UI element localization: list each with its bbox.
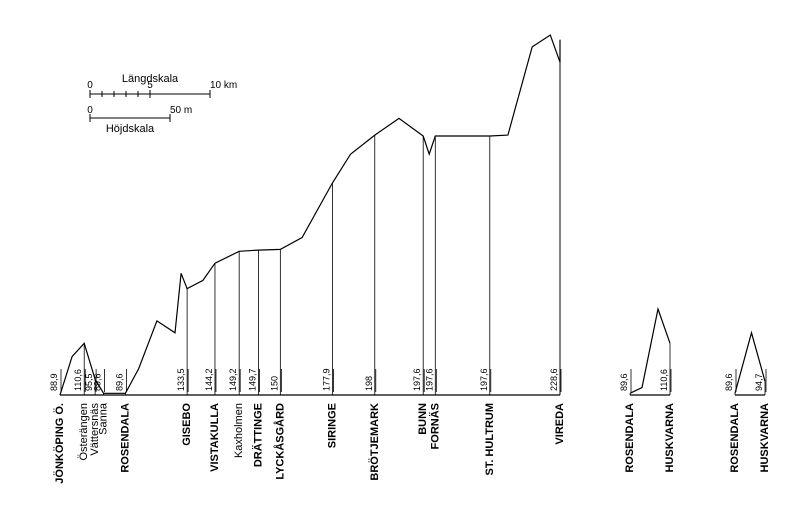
profile1-line [60, 35, 560, 395]
height-scale-tick-label: 0 [87, 105, 93, 116]
station-name: Sanna [98, 402, 110, 435]
station-value: 149,7 [248, 368, 258, 391]
station-value: 149,2 [228, 368, 238, 391]
station-value: 88,9 [49, 373, 59, 391]
station-value: 177,9 [321, 368, 331, 391]
station-value: 133,5 [176, 368, 186, 391]
station-name: ROSENDALA [729, 403, 741, 473]
station-name: VISTAKULLA [209, 403, 221, 472]
station-value: 110,6 [659, 369, 669, 391]
station-value: 197,6 [412, 368, 422, 391]
station-name: DRÄTTINGE [252, 403, 265, 467]
station-value: 144,2 [204, 368, 214, 391]
station-name: ROSENDALA [119, 403, 131, 473]
length-scale-tick-label: 10 km [210, 80, 237, 91]
station-name: BUNN [417, 403, 429, 435]
station-value: 89,6 [93, 373, 103, 391]
station-value: 228,6 [549, 368, 559, 391]
station-name: Kaxholmen [233, 403, 245, 458]
length-scale-tick-label: 5 [147, 80, 153, 91]
station-value: 110,6 [73, 369, 83, 391]
station-name: ROSENDALA [624, 403, 636, 473]
station-value: 150 [269, 376, 279, 391]
station-name: BRÖTJEMARK [368, 403, 381, 481]
station-value: 198 [364, 376, 374, 391]
station-value: 89,6 [114, 373, 124, 391]
station-value: 89,6 [724, 373, 734, 391]
height-scale-tick-label: 50 m [170, 105, 192, 116]
length-scale-tick-label: 0 [87, 80, 93, 91]
station-name: VIREDA [554, 403, 566, 445]
station-value: 94,7 [754, 373, 764, 391]
station-name: FORNÄS [428, 403, 441, 449]
station-name: SIRINGE [326, 403, 338, 448]
station-value: 197,6 [424, 368, 434, 391]
station-value: 197,6 [479, 368, 489, 391]
station-name: ST. HULTRUM [484, 403, 496, 476]
station-name: HUSKVARNA [759, 403, 771, 473]
station-name: JÖNKÖPING Ö. [53, 403, 66, 484]
station-name: HUSKVARNA [664, 403, 676, 473]
height-scale-title: Höjdskala [106, 123, 155, 135]
station-name: LYCKÅSGÅRD [273, 403, 286, 480]
station-name: GISEBO [181, 403, 193, 446]
station-value: 89,6 [619, 373, 629, 391]
